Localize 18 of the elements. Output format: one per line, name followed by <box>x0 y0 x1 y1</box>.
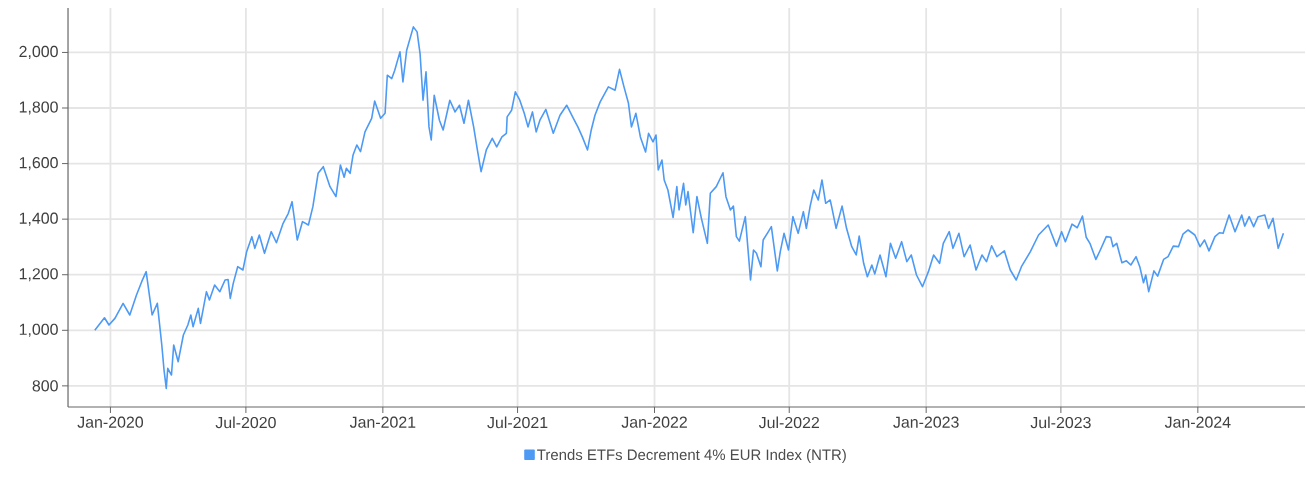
y-tick-label: 1,200 <box>19 268 58 282</box>
legend-label: Trends ETFs Decrement 4% EUR Index (NTR) <box>537 449 846 463</box>
y-tick-label: 1,600 <box>19 157 58 171</box>
y-tick-label: 1,000 <box>19 323 58 337</box>
x-tick-label: Jul-2022 <box>758 416 819 429</box>
x-tick-label: Jan-2024 <box>1164 416 1231 428</box>
x-tick-label: Jan-2022 <box>621 416 687 428</box>
y-tick-label: 1,800 <box>19 101 58 115</box>
x-tick-label: Jan-2023 <box>893 416 959 428</box>
x-tick-label: Jan-2021 <box>349 416 416 428</box>
y-tick-label: 1,400 <box>19 212 58 226</box>
x-tick-label: Jul-2020 <box>215 416 276 429</box>
line-series <box>94 26 1285 390</box>
x-tick-label: Jul-2021 <box>487 416 548 429</box>
y-tick-label: 2,000 <box>19 45 58 60</box>
x-tick-label: Jan-2020 <box>77 416 144 428</box>
y-tick-label: 800 <box>32 380 58 392</box>
x-tick-label: Jul-2023 <box>1030 416 1091 429</box>
